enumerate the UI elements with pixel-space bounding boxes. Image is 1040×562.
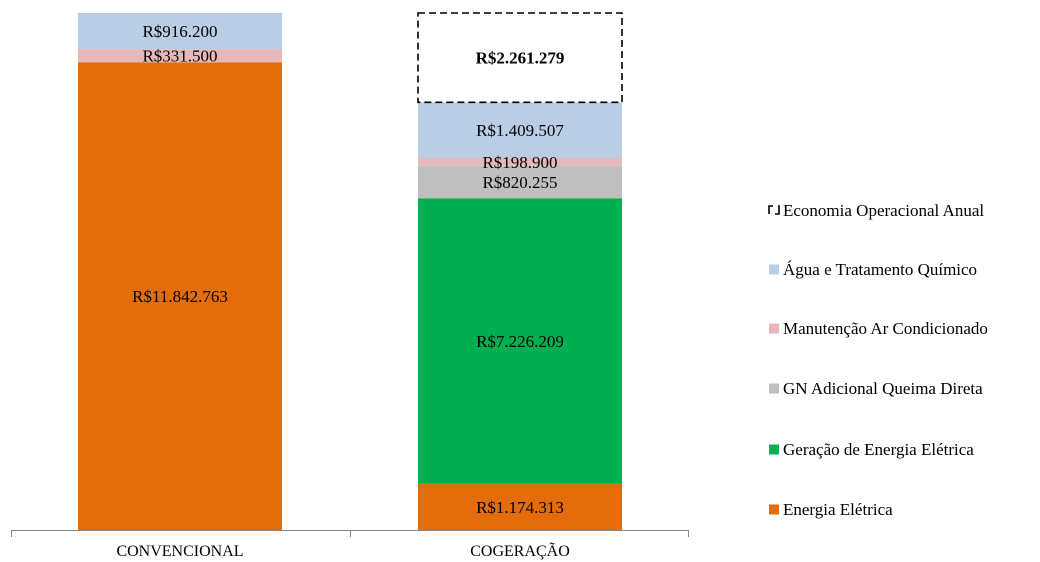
data-label-convencional-energia-eletrica: R$11.842.763 (132, 287, 228, 306)
legend-item-energia-eletrica: Energia Elétrica (769, 500, 893, 519)
legend-item-economia-operacional-anual-label: Economia Operacional Anual (783, 201, 984, 220)
bar-cogeracao-agua-e-tratamento-quimico (418, 102, 622, 158)
x-tick-label-cogeracao: COGERAÇÃO (470, 542, 570, 560)
legend-item-economia-operacional-anual: Economia Operacional Anual (768, 201, 984, 220)
bar-convencional-agua-e-tratamento-quimico (78, 13, 282, 50)
legend-item-gn-adicional-queima-direta: GN Adicional Queima Direta (769, 379, 983, 398)
bar-cogeracao-economia-operacional-anual (417, 12, 623, 104)
legend-item-manutencao-ar-condicionado-swatch (769, 323, 779, 334)
legend-item-geracao-de-energia-eletrica-swatch (769, 444, 779, 455)
legend-item-economia-operacional-anual-swatch (768, 205, 780, 215)
data-label-cogeracao-manutencao-ar-condicionado: R$198.900 (482, 153, 557, 172)
bar-cogeracao-geracao-de-energia-eletrica (418, 198, 622, 484)
legend-item-agua-e-tratamento-quimico-label: Água e Tratamento Químico (783, 260, 977, 279)
data-label-cogeracao-gn-adicional-queima-direta: R$820.255 (482, 173, 557, 192)
legend-item-agua-e-tratamento-quimico-swatch (769, 264, 779, 275)
legend-item-gn-adicional-queima-direta-swatch (769, 383, 779, 394)
bar-convencional-manutencao-ar-condicionado (78, 49, 282, 63)
data-labels-layer: R$11.842.763 R$331.500 R$916.200 R$1.174.31… (132, 22, 564, 517)
legend-item-manutencao-ar-condicionado: Manutenção Ar Condicionado (769, 319, 988, 338)
legend-item-geracao-de-energia-eletrica-label: Geração de Energia Elétrica (783, 440, 974, 459)
x-axis: CONVENCIONAL COGERAÇÃO (11, 530, 689, 560)
bar-cogeracao-gn-adicional-queima-direta (418, 165, 622, 199)
legend-item-energia-eletrica-swatch (769, 504, 779, 515)
data-label-cogeracao-energia-eletrica: R$1.174.313 (476, 498, 564, 517)
legend-item-geracao-de-energia-eletrica: Geração de Energia Elétrica (769, 440, 974, 459)
legend-item-energia-eletrica-label: Energia Elétrica (783, 500, 893, 519)
data-label-convencional-manutencao-ar-condicionado: R$331.500 (142, 47, 217, 66)
legend-item-manutencao-ar-condicionado-label: Manutenção Ar Condicionado (783, 319, 988, 338)
data-label-cogeracao-economia-operacional-anual: R$2.261.279 (476, 49, 565, 68)
data-label-cogeracao-geracao-de-energia-eletrica: R$7.226.209 (476, 332, 564, 351)
bars-layer (78, 12, 623, 531)
legend-item-gn-adicional-queima-direta-label: GN Adicional Queima Direta (783, 379, 983, 398)
bar-cogeracao-energia-eletrica (418, 483, 622, 530)
bar-convencional-energia-eletrica (78, 62, 282, 531)
legend-item-agua-e-tratamento-quimico: Água e Tratamento Químico (769, 260, 977, 279)
bar-cogeracao-manutencao-ar-condicionado (418, 157, 622, 166)
data-label-convencional-agua-e-tratamento-quimico: R$916.200 (142, 22, 217, 41)
data-label-cogeracao-agua-e-tratamento-quimico: R$1.409.507 (476, 121, 564, 140)
legend: Economia Operacional Anual Água e Tratame… (768, 201, 988, 519)
x-tick-label-convencional: CONVENCIONAL (116, 543, 243, 560)
